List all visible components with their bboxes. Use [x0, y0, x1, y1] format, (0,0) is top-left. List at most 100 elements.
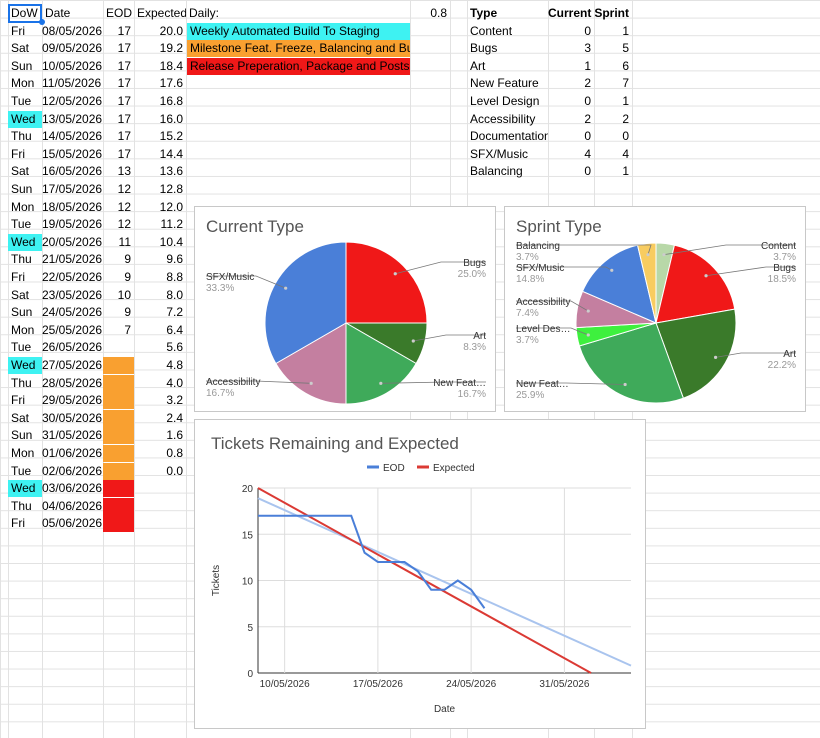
cell-date[interactable]: 25/05/2026: [42, 322, 103, 337]
type-name[interactable]: Documentation: [470, 129, 548, 144]
cell-expected[interactable]: [134, 480, 186, 497]
cell-dow[interactable]: Thu: [11, 252, 32, 267]
type-current[interactable]: 4: [584, 146, 591, 161]
cell-date[interactable]: 04/06/2026: [42, 498, 103, 513]
type-sprint[interactable]: 2: [622, 111, 629, 126]
type-name[interactable]: Level Design: [470, 94, 540, 108]
cell-eod[interactable]: [103, 357, 134, 374]
cell-dow[interactable]: Sat: [11, 410, 30, 425]
cell-expected[interactable]: 18.4: [159, 58, 183, 73]
cell-eod[interactable]: 17: [117, 41, 131, 56]
cell-dow[interactable]: Tue: [11, 340, 32, 355]
cell-dow[interactable]: Fri: [11, 23, 25, 38]
cell-date[interactable]: 16/05/2026: [42, 164, 103, 179]
cell-date[interactable]: 22/05/2026: [42, 270, 103, 284]
type-sprint[interactable]: 5: [622, 41, 629, 56]
cell-dow[interactable]: Mon: [11, 322, 35, 337]
cell-dow[interactable]: Wed: [8, 480, 42, 498]
cell-expected[interactable]: 12.0: [159, 199, 183, 214]
cell-expected[interactable]: 8.0: [166, 287, 183, 302]
cell-expected[interactable]: 20.0: [159, 23, 183, 38]
cell-expected[interactable]: 8.8: [166, 270, 183, 284]
cell-eod[interactable]: 17: [117, 76, 131, 91]
cell-date[interactable]: 14/05/2026: [42, 129, 103, 144]
type-name[interactable]: Balancing: [470, 164, 523, 179]
cell-date[interactable]: 18/05/2026: [42, 199, 103, 214]
cell-expected[interactable]: 16.0: [159, 111, 183, 126]
cell-dow[interactable]: Fri: [11, 393, 25, 408]
header-dow[interactable]: DoW: [11, 6, 38, 20]
cell-expected[interactable]: 4.0: [166, 375, 183, 390]
header-type[interactable]: Type: [470, 6, 498, 20]
type-sprint[interactable]: 7: [622, 76, 629, 91]
header-current[interactable]: Current: [548, 6, 592, 20]
cell-dow[interactable]: Fri: [11, 146, 25, 161]
cell-expected[interactable]: 3.2: [166, 393, 183, 408]
cell-date[interactable]: 28/05/2026: [42, 375, 103, 390]
cell-date[interactable]: 26/05/2026: [42, 340, 103, 355]
cell-date[interactable]: 08/05/2026: [42, 23, 103, 38]
cell-dow[interactable]: Wed: [8, 110, 42, 128]
cell-dow[interactable]: Mon: [11, 199, 35, 214]
header-daily[interactable]: Daily:: [189, 6, 220, 20]
current-type-chart[interactable]: Current Type Bugs 25.0% Art 8.3% New Feat… 16…: [194, 206, 496, 412]
cell-dow[interactable]: Sun: [11, 182, 33, 196]
type-name[interactable]: Content: [470, 23, 513, 38]
cell-date[interactable]: 03/06/2026: [42, 481, 103, 496]
cell-date[interactable]: 05/06/2026: [42, 516, 103, 531]
cell-expected[interactable]: 19.2: [159, 41, 183, 56]
cell-date[interactable]: 12/05/2026: [42, 94, 103, 108]
cell-date[interactable]: 11/05/2026: [42, 76, 102, 91]
cell-date[interactable]: 13/05/2026: [42, 111, 103, 126]
cell-expected[interactable]: 17.6: [159, 76, 183, 91]
cell-dow[interactable]: Mon: [11, 446, 35, 460]
selection-handle[interactable]: [39, 19, 45, 25]
type-sprint[interactable]: 0: [622, 129, 629, 144]
cell-expected[interactable]: 6.4: [166, 322, 183, 337]
type-current[interactable]: 0: [584, 164, 591, 179]
cell-eod[interactable]: 9: [124, 270, 131, 284]
cell-expected[interactable]: 0.8: [166, 446, 183, 460]
cell-eod[interactable]: 12: [117, 199, 131, 214]
cell-dow[interactable]: Fri: [11, 270, 25, 284]
type-name[interactable]: SFX/Music: [470, 146, 529, 161]
cell-dow[interactable]: Thu: [11, 498, 32, 513]
cell-dow[interactable]: Tue: [11, 94, 32, 108]
cell-eod[interactable]: [103, 480, 134, 498]
cell-date[interactable]: 29/05/2026: [42, 393, 103, 408]
cell-dow[interactable]: Sat: [11, 164, 30, 179]
type-name[interactable]: Accessibility: [470, 111, 536, 126]
header-date[interactable]: Date: [45, 6, 71, 20]
cell-date[interactable]: 21/05/2026: [42, 252, 103, 267]
cell-eod[interactable]: [103, 374, 134, 392]
header-eod[interactable]: EOD: [106, 6, 133, 20]
cell-eod[interactable]: 11: [118, 234, 131, 249]
type-sprint[interactable]: 4: [622, 146, 629, 161]
cell-expected[interactable]: [134, 515, 186, 532]
cell-expected[interactable]: 13.6: [159, 164, 183, 179]
cell-dow[interactable]: Wed: [8, 233, 42, 251]
cell-dow[interactable]: Thu: [11, 129, 32, 144]
cell-eod[interactable]: [103, 427, 134, 445]
cell-expected[interactable]: 7.2: [166, 305, 183, 320]
cell-date[interactable]: 27/05/2026: [42, 358, 103, 372]
type-sprint[interactable]: 1: [622, 94, 629, 108]
cell-eod[interactable]: 17: [117, 111, 131, 126]
header-expected[interactable]: Expected: [137, 6, 186, 20]
cell-eod[interactable]: 9: [124, 252, 131, 267]
daily-value[interactable]: 0.8: [430, 6, 447, 20]
cell-eod[interactable]: [103, 409, 134, 427]
cell-eod[interactable]: [103, 515, 134, 533]
cell-eod[interactable]: 17: [117, 146, 131, 161]
cell-eod[interactable]: 17: [117, 129, 131, 144]
cell-eod[interactable]: 12: [117, 182, 131, 196]
cell-expected[interactable]: [134, 498, 186, 515]
cell-eod[interactable]: 10: [117, 287, 131, 302]
cell-dow[interactable]: Fri: [11, 516, 25, 531]
cell-dow[interactable]: Mon: [11, 76, 35, 91]
cell-date[interactable]: 23/05/2026: [42, 287, 103, 302]
cell-expected[interactable]: 0.0: [166, 463, 183, 478]
cell-expected[interactable]: 15.2: [159, 129, 183, 144]
type-name[interactable]: New Feature: [470, 76, 539, 91]
cell-dow[interactable]: Sat: [11, 41, 30, 56]
